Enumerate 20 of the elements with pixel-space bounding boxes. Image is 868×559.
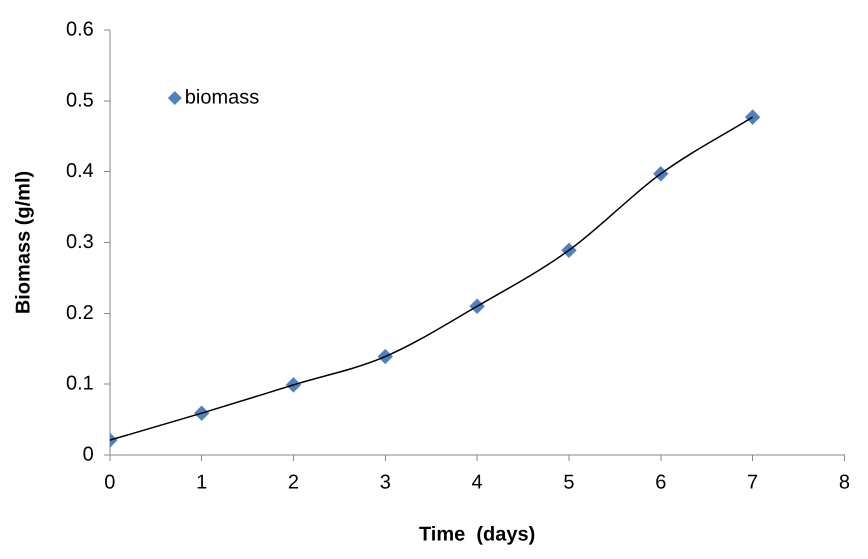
y-axis-title: Biomass (g/ml) (12, 170, 35, 314)
x-tick-label: 8 (838, 472, 850, 494)
y-tick-label: 0.5 (66, 89, 94, 112)
x-tick-label: 2 (288, 472, 300, 494)
x-tick-label: 4 (472, 472, 483, 494)
x-tick-label: 0 (104, 472, 116, 494)
y-tick-label: 0.1 (66, 372, 94, 395)
x-tick-label: 3 (380, 472, 391, 494)
y-tick-label: 0.3 (66, 231, 94, 254)
x-tick-label: 5 (563, 472, 575, 494)
x-axis-title: Time (days) (418, 524, 536, 546)
y-tick-label: 0.6 (66, 18, 94, 41)
x-tick-label: 1 (196, 472, 208, 494)
x-tick-label: 7 (747, 472, 758, 494)
legend-label: biomass (184, 86, 260, 109)
y-tick-label: 0.2 (66, 302, 94, 324)
x-tick-label: 6 (655, 472, 666, 494)
y-tick-label: 0 (82, 444, 94, 466)
y-tick-label: 0.4 (66, 160, 94, 182)
point (745, 110, 760, 125)
